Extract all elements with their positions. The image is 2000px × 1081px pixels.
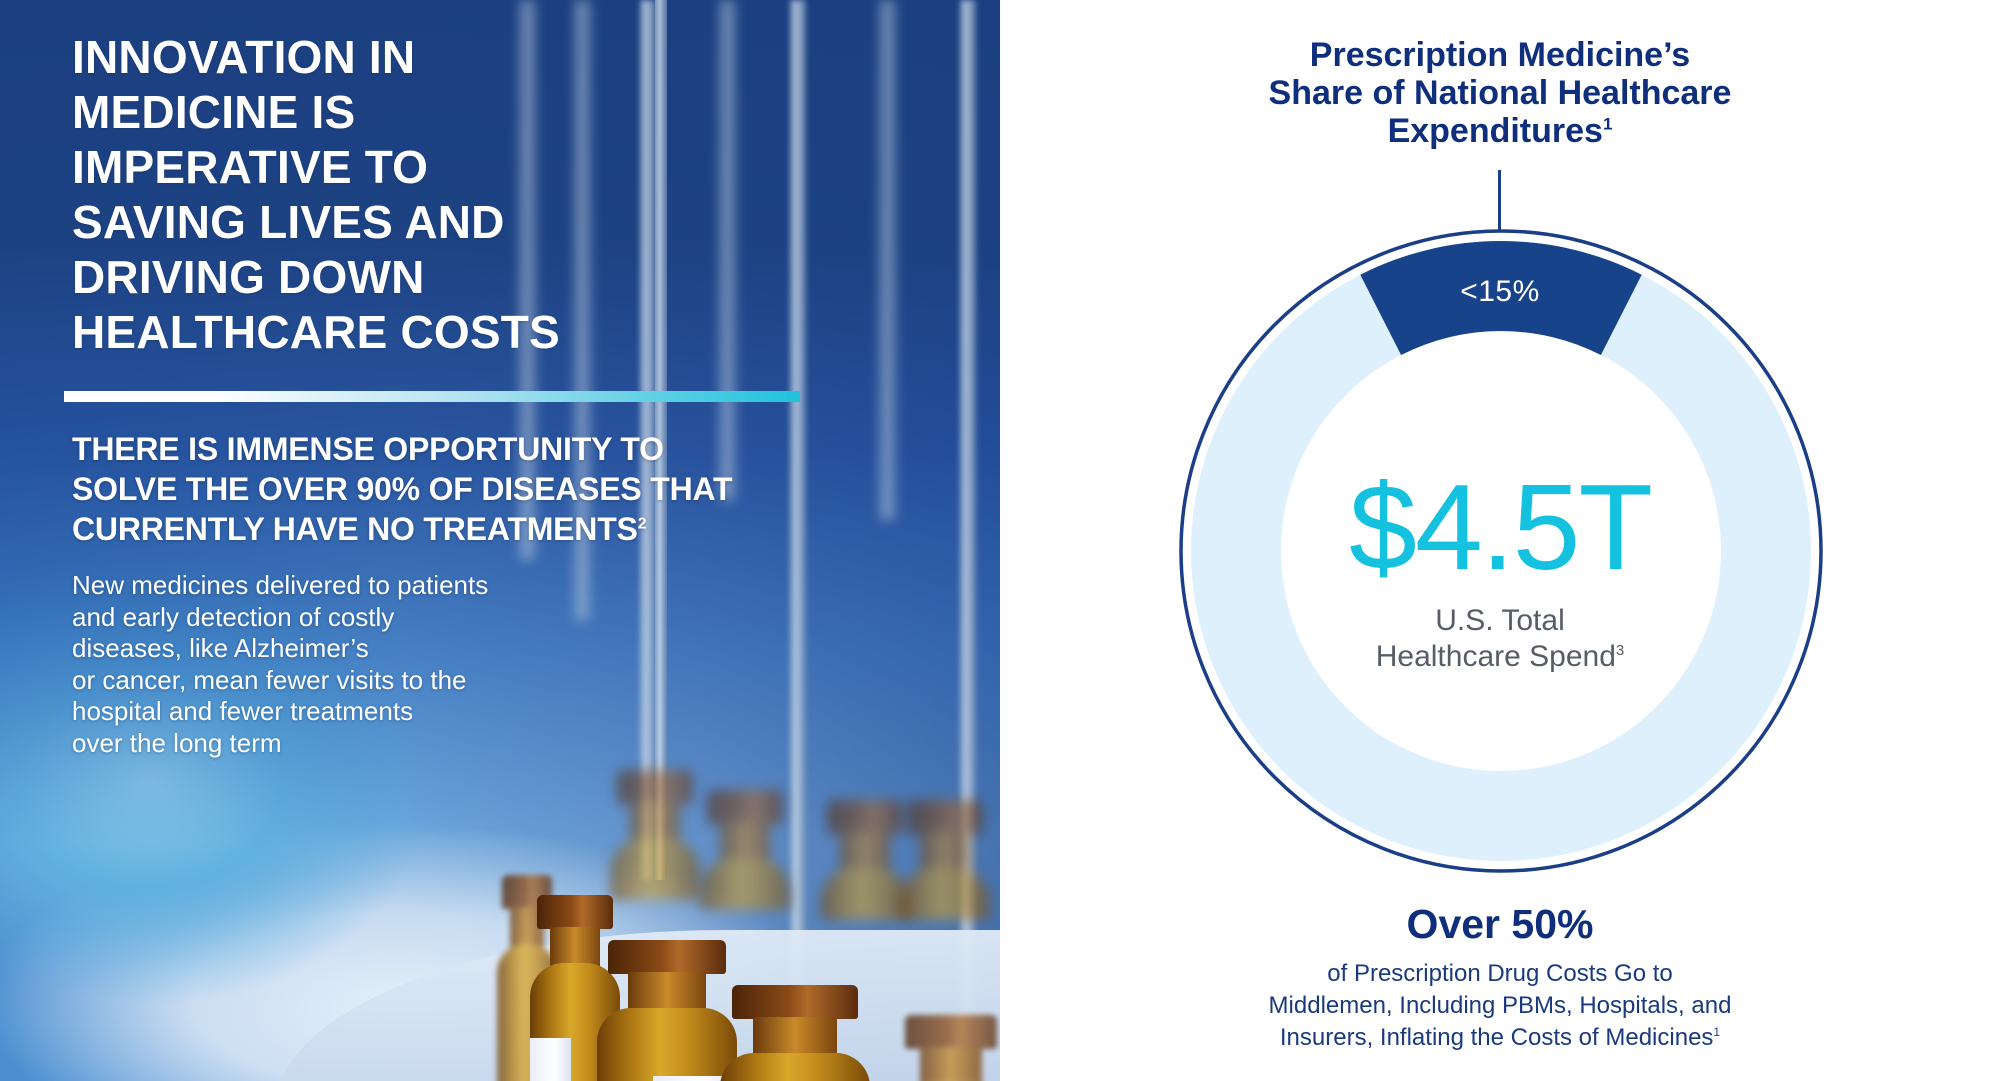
body-line: and early detection of costly xyxy=(72,601,395,632)
description-line-text: Insurers, Inflating the Costs of Medicin… xyxy=(1279,1024,1714,1051)
subheading-line: SOLVE THE OVER 90% OF DISEASES THAT xyxy=(72,471,733,507)
middlemen-share-value: Over 50% xyxy=(1406,901,1594,947)
gradient-divider xyxy=(64,391,800,402)
subheading: THERE IS IMMENSE OPPORTUNITY TO SOLVE TH… xyxy=(72,429,872,549)
middlemen-description: of Prescription Drug Costs Go to Middlem… xyxy=(1000,958,2000,1054)
footnote-marker: 1 xyxy=(1602,114,1613,134)
filling-needle xyxy=(655,0,667,880)
title-line: Expenditures1 xyxy=(1000,112,2000,150)
headline-line: SAVING LIVES AND xyxy=(72,196,505,248)
spend-label-line: Healthcare Spend3 xyxy=(1000,639,2000,675)
filling-needle xyxy=(640,0,656,880)
body-line: or cancer, mean fewer visits to the xyxy=(72,664,467,695)
donut-chart xyxy=(1179,229,1823,873)
headline-line: HEALTHCARE COSTS xyxy=(72,306,560,358)
filling-needle xyxy=(880,0,896,520)
body-paragraph: New medicines delivered to patients and … xyxy=(72,570,612,759)
vial xyxy=(896,1015,1000,1081)
vial xyxy=(720,985,870,1081)
headline-line: INNOVATION IN xyxy=(72,31,416,83)
vial xyxy=(610,770,700,900)
filling-needle xyxy=(790,0,806,990)
vial xyxy=(820,800,910,920)
title-line-text: Expenditures xyxy=(1387,112,1603,150)
hero-image-panel: INNOVATION IN MEDICINE IS IMPERATIVE TO … xyxy=(0,0,1000,1081)
segment-percent-label: <15% xyxy=(1460,275,1540,308)
vial xyxy=(597,940,737,1081)
headline-line: IMPERATIVE TO xyxy=(72,141,429,193)
headline: INNOVATION IN MEDICINE IS IMPERATIVE TO … xyxy=(72,30,692,360)
donut-center xyxy=(1282,332,1720,770)
footnote-marker: 1 xyxy=(1713,1025,1721,1039)
subheading-line: THERE IS IMMENSE OPPORTUNITY TO xyxy=(72,431,664,467)
total-spend-label: U.S. Total Healthcare Spend3 xyxy=(1000,603,2000,675)
body-line: over the long term xyxy=(72,727,282,758)
filling-needle xyxy=(720,0,736,500)
chart-title: Prescription Medicine’s Share of Nationa… xyxy=(1000,36,2000,150)
filling-needle xyxy=(575,0,591,620)
body-line: diseases, like Alzheimer’s xyxy=(72,633,369,663)
footnote-marker: 3 xyxy=(1615,642,1625,659)
expenditure-infographic: Prescription Medicine’s Share of Nationa… xyxy=(1000,0,2000,1081)
body-line: New medicines delivered to patients xyxy=(72,570,489,600)
body-line: hospital and fewer treatments xyxy=(72,696,414,726)
footnote-marker: 2 xyxy=(637,515,647,533)
spend-label-line-text: Healthcare Spend xyxy=(1375,640,1616,673)
subheading-line: CURRENTLY HAVE NO TREATMENTS2 xyxy=(72,509,872,549)
headline-line: MEDICINE IS xyxy=(72,86,356,138)
donut-rx-segment xyxy=(1360,241,1642,355)
title-line: Share of National Healthcare xyxy=(1268,74,1732,112)
total-spend-value: $4.5T xyxy=(1349,459,1653,595)
title-line: Prescription Medicine’s xyxy=(1309,36,1691,74)
description-line: of Prescription Drug Costs Go to xyxy=(1327,960,1673,987)
description-line: Middlemen, Including PBMs, Hospitals, an… xyxy=(1268,992,1732,1019)
vial xyxy=(900,800,990,920)
description-line: Insurers, Inflating the Costs of Medicin… xyxy=(1000,1022,2000,1054)
vials-photo-background xyxy=(275,0,1000,1081)
headline-line: DRIVING DOWN xyxy=(72,251,425,303)
subheading-line-text: CURRENTLY HAVE NO TREATMENTS xyxy=(72,511,638,547)
vial xyxy=(700,790,790,910)
filling-needle xyxy=(520,0,536,560)
filling-needle xyxy=(960,0,976,1020)
spend-label-line: U.S. Total xyxy=(1435,604,1565,637)
title-connector-line xyxy=(1498,170,1501,232)
